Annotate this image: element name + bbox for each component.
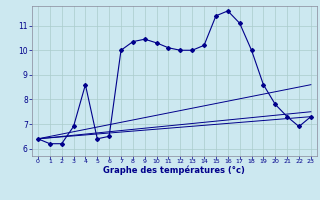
X-axis label: Graphe des températures (°c): Graphe des températures (°c)	[103, 165, 245, 175]
